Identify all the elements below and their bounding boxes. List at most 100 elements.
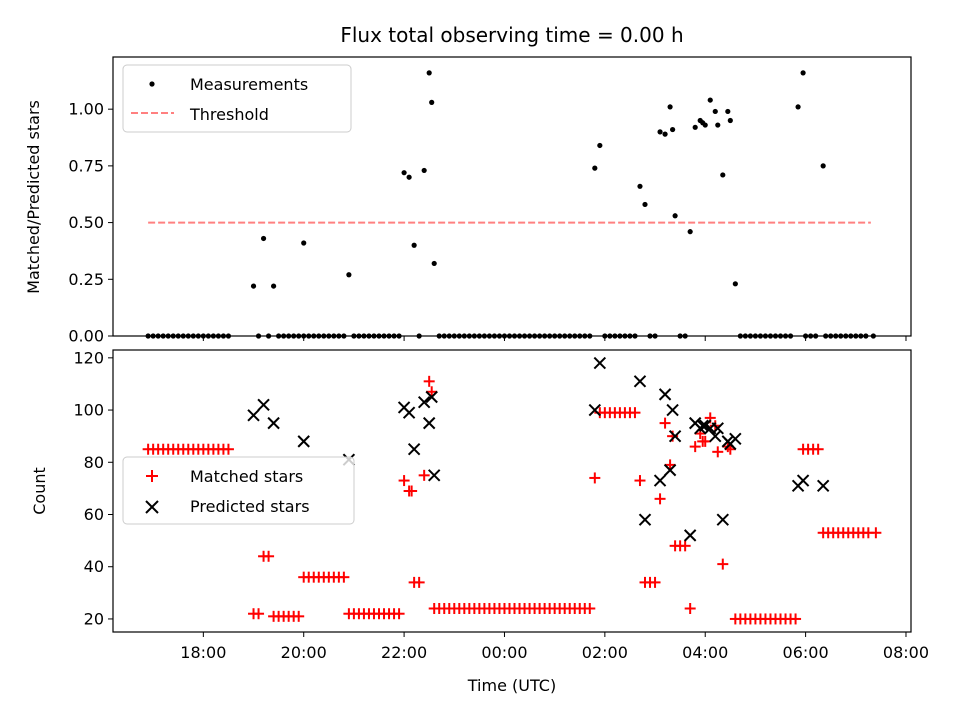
matched-star-point <box>654 493 666 505</box>
matched-star-point <box>398 475 410 487</box>
bottom-y-tick-label: 100 <box>73 401 104 420</box>
measurement-point <box>672 213 678 219</box>
predicted-star-point <box>796 474 810 487</box>
matched-star-point <box>649 576 661 588</box>
top-y-tick-label: 0.25 <box>68 270 104 289</box>
predicted-star-point <box>402 406 416 419</box>
matched-star-point <box>712 446 724 458</box>
measurement-point <box>667 104 673 110</box>
chart-title: Flux total observing time = 0.00 h <box>340 23 683 47</box>
measurement-point <box>715 122 721 128</box>
measurement-point <box>707 97 713 103</box>
legend-matched-label: Matched stars <box>190 467 303 486</box>
predicted-star-point <box>638 513 652 526</box>
bottom-panel: 20 40 60 80 100 120 18:00 20:00 22:00 00:00 02:00… <box>30 348 929 695</box>
matched-star-point <box>338 571 350 583</box>
matched-star-point <box>222 443 234 455</box>
measurement-point <box>642 201 648 208</box>
predicted-star-point <box>257 398 270 412</box>
matched-star-point <box>679 540 691 552</box>
measurement-point <box>431 260 437 267</box>
measurement-point <box>592 165 598 171</box>
matched-star-point <box>423 375 435 387</box>
matched-star-point <box>689 441 701 453</box>
predicted-star-point <box>407 443 421 456</box>
predicted-star-point <box>696 419 709 432</box>
predicted-star-point <box>668 429 682 443</box>
matched-star-point <box>790 613 802 625</box>
bottom-y-tick-label: 20 <box>84 609 104 628</box>
measurement-point <box>301 240 307 246</box>
legend-predicted-marker <box>145 500 159 514</box>
top-y-tick-label: 0.75 <box>68 156 104 175</box>
measurement-point <box>421 167 427 174</box>
matched-star-point <box>584 603 596 614</box>
predicted-star-point <box>711 422 724 435</box>
measurement-point <box>720 172 726 178</box>
predicted-star-point <box>683 529 697 542</box>
matched-star-point <box>393 608 405 620</box>
matched-star-point <box>812 443 824 455</box>
predicted-star-point <box>633 375 647 388</box>
matched-star-point <box>684 603 696 614</box>
top-y-tick-label: 0.50 <box>68 213 104 232</box>
predicted-star-point <box>425 390 438 404</box>
measurement-point <box>401 170 407 176</box>
measurement-point <box>346 272 352 278</box>
measurement-point <box>692 124 698 130</box>
matched-star-point <box>426 386 438 398</box>
bottom-x-axis-label: Time (UTC) <box>467 676 556 695</box>
predicted-star-point <box>422 416 436 430</box>
matched-star-point <box>629 407 641 419</box>
top-axes-frame <box>112 56 912 337</box>
measurement-point <box>411 242 417 248</box>
bottom-x-tick-label: 08:00 <box>883 643 929 662</box>
top-panel: Flux total observing time = 0.00 h 0.00 0… <box>24 23 912 346</box>
predicted-star-point <box>729 432 742 445</box>
bottom-y-axis: 20 40 60 80 100 120 <box>73 348 113 628</box>
predicted-star-point <box>666 403 679 417</box>
predicted-star-point <box>816 479 830 492</box>
measurement-point <box>657 129 663 135</box>
predicted-star-point <box>267 416 280 430</box>
bottom-legend: Matched stars Predicted stars <box>122 456 355 525</box>
matched-star-point <box>293 610 305 622</box>
matched-star-point <box>664 459 676 471</box>
predicted-star-point <box>658 388 672 401</box>
predicted-star-point <box>716 513 729 526</box>
measurement-point <box>727 117 733 124</box>
predicted-star-point <box>588 403 602 417</box>
top-y-tick-label: 0.00 <box>68 327 104 346</box>
bottom-x-tick-label: 02:00 <box>582 643 628 662</box>
matched-star-point <box>870 527 882 539</box>
bottom-x-tick-label: 00:00 <box>481 643 527 662</box>
legend-predicted-label: Predicted stars <box>190 497 310 516</box>
predicted-star-point <box>593 356 607 370</box>
predicted-star-point <box>247 409 260 422</box>
legend-measurements-marker <box>149 81 155 87</box>
measurement-point <box>725 108 731 115</box>
measurement-point <box>712 108 718 115</box>
bottom-y-tick-label: 60 <box>84 505 104 524</box>
bottom-y-tick-label: 80 <box>84 453 104 472</box>
top-y-tick-label: 1.00 <box>68 100 104 119</box>
matched-star-point <box>418 469 430 481</box>
measurement-point <box>732 281 738 287</box>
measurement-point <box>687 229 693 235</box>
top-y-axis-label: Matched/Predicted stars <box>24 100 43 294</box>
bottom-y-tick-label: 120 <box>73 348 104 367</box>
matched-star-point <box>263 550 275 562</box>
measurement-point <box>597 142 603 149</box>
matched-star-point <box>589 472 601 484</box>
top-x-ticks <box>202 336 907 341</box>
bottom-x-tick-label: 04:00 <box>682 643 728 662</box>
predicted-star-point <box>709 429 722 443</box>
predicted-star-point <box>663 463 677 477</box>
bottom-x-tick-label: 20:00 <box>281 643 327 662</box>
measurement-point <box>662 131 668 137</box>
predicted-star-point <box>297 435 310 448</box>
bottom-y-axis-label: Count <box>30 467 49 515</box>
measurement-point <box>250 283 257 289</box>
predicted-star-point <box>428 469 441 482</box>
